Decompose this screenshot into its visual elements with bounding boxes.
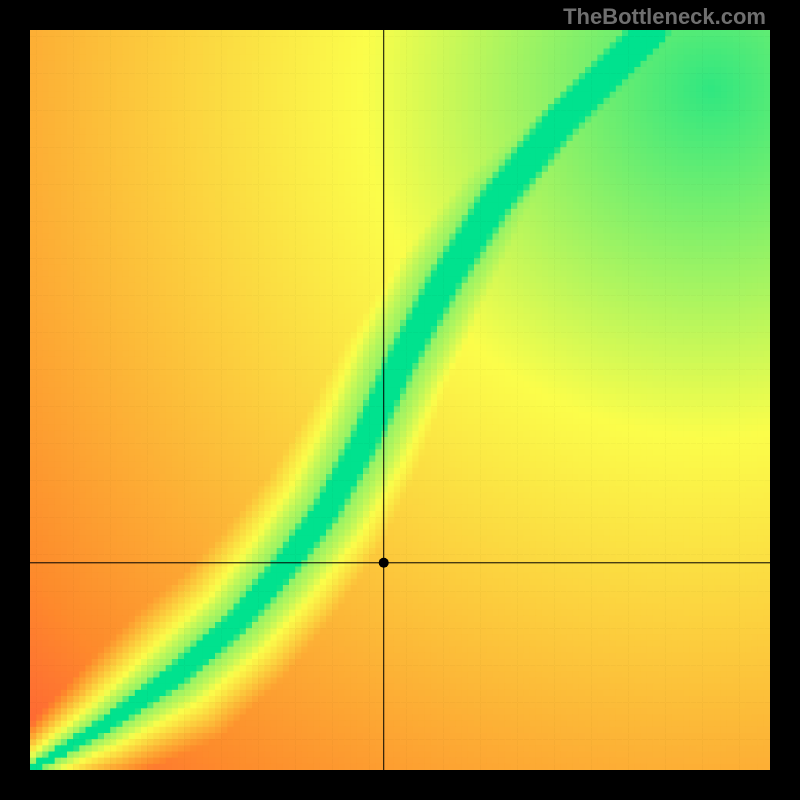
bottleneck-heatmap xyxy=(0,0,800,800)
watermark-text: TheBottleneck.com xyxy=(563,4,766,30)
